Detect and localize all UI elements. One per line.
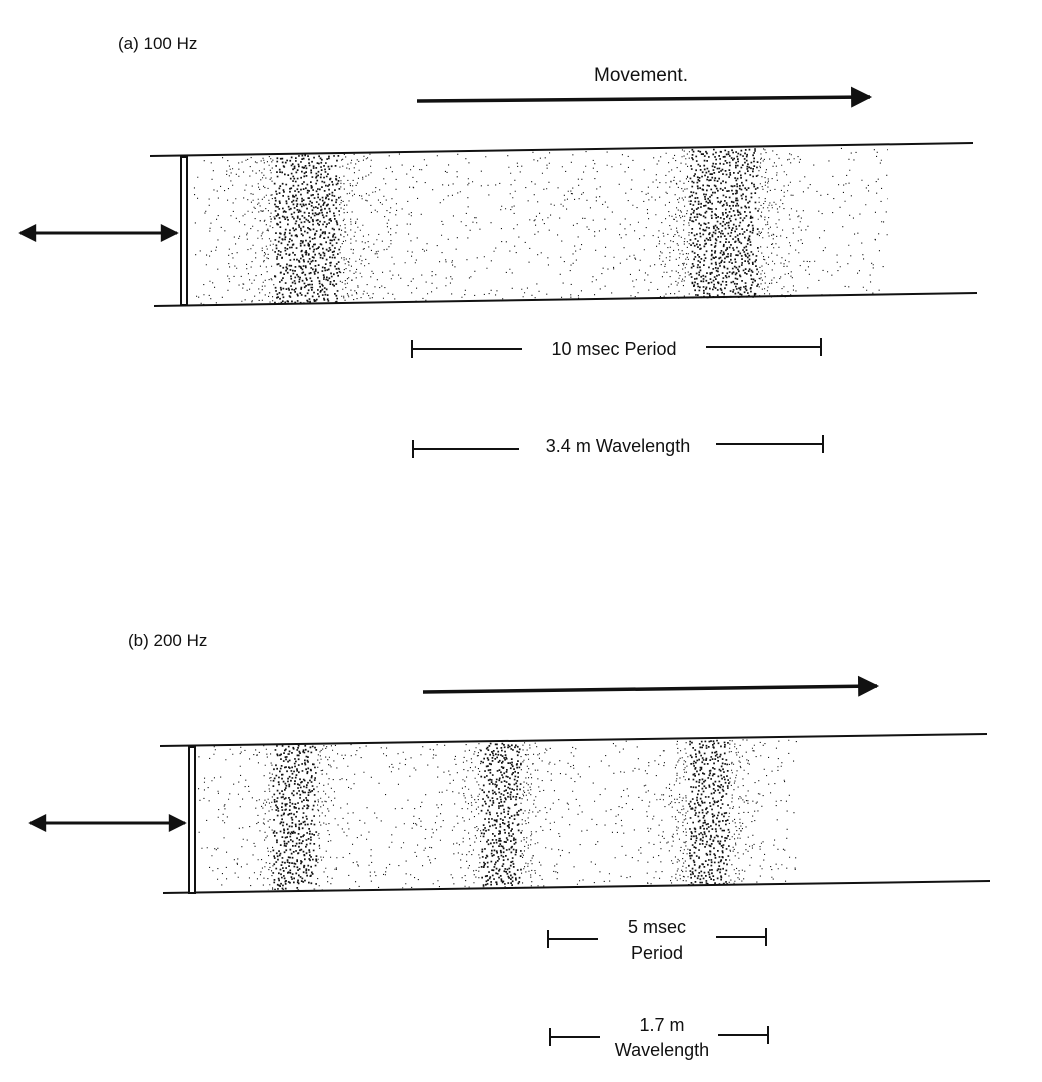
period-label-a: 10 msec Period: [551, 339, 676, 359]
wavelength-dimension-a: 3.4 m Wavelength: [412, 435, 824, 458]
panel-b: (b) 200 Hz 5 msec Period 1.7 m Wavelengt…: [28, 631, 991, 1060]
tube-top-wall-a: [149, 142, 974, 157]
air-column-b: [198, 739, 798, 891]
piston-b: [188, 746, 196, 894]
period-label-b-line1: 5 msec: [628, 917, 686, 937]
tube-bottom-wall-b: [162, 880, 991, 894]
wavelength-dimension-b: 1.7 m Wavelength: [549, 1015, 769, 1060]
wavelength-label-b-line2: Wavelength: [615, 1040, 709, 1060]
tube-bottom-wall-a: [153, 292, 978, 307]
air-column-a: [193, 147, 888, 305]
wavelength-label-b-line1: 1.7 m: [639, 1015, 684, 1035]
panel-a-title: (a) 100 Hz: [118, 34, 197, 53]
movement-arrow-a: [416, 86, 873, 108]
wavelength-label-a: 3.4 m Wavelength: [546, 436, 690, 456]
period-label-b-line2: Period: [631, 943, 683, 963]
movement-label: Movement.: [594, 65, 688, 86]
panel-a: (a) 100 Hz Movement. 10 msec Period 3.4 …: [18, 34, 978, 458]
piston-a: [180, 156, 188, 306]
period-dimension-a: 10 msec Period: [411, 338, 822, 359]
tube-top-wall-b: [159, 733, 988, 747]
period-dimension-b: 5 msec Period: [547, 917, 767, 963]
panel-b-title: (b) 200 Hz: [128, 631, 207, 650]
movement-arrow-b: [422, 675, 880, 697]
